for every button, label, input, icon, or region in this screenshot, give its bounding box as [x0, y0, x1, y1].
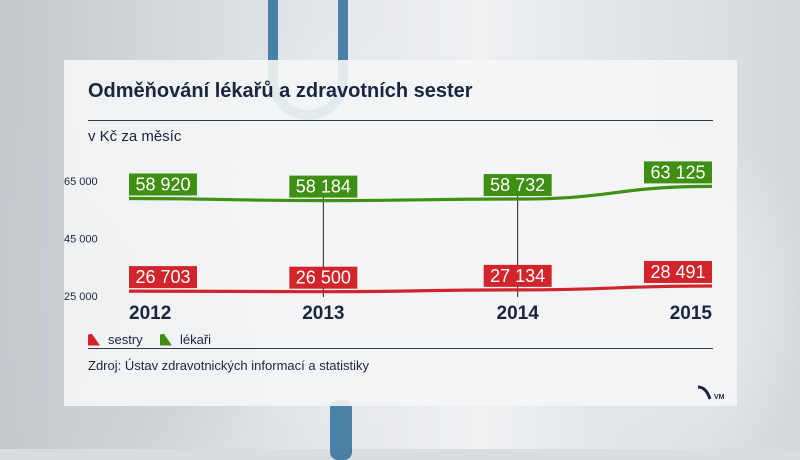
- legend-separator: [88, 348, 713, 349]
- legend-item-sestry: sestry: [88, 332, 143, 347]
- data-label: 26 500: [296, 268, 351, 288]
- x-tick-label: 2015: [670, 303, 713, 324]
- legend-swatch-sestry: [88, 333, 100, 346]
- data-label-box: [129, 173, 197, 196]
- chart-title: Odměňování lékařů a zdravotních sester: [88, 80, 473, 102]
- series-line-sestry: [128, 284, 713, 294]
- data-label: 58 184: [296, 177, 351, 197]
- legend-item-lekari: lékaři: [160, 332, 211, 347]
- source-note: Zdroj: Ústav zdravotnických informací a …: [88, 358, 370, 373]
- data-label: 58 732: [490, 175, 545, 195]
- y-tick-label: 45 000: [64, 234, 98, 246]
- x-tick-label: 2014: [497, 303, 540, 324]
- data-label: 58 920: [135, 174, 190, 194]
- y-tick-label: 65 000: [64, 176, 98, 188]
- data-label-box: [644, 161, 712, 184]
- x-tick-label: 2012: [129, 303, 171, 324]
- y-tick-label: 25 000: [64, 291, 98, 303]
- legend-swatch-lekari: [160, 333, 172, 346]
- data-label: 63 125: [650, 162, 705, 182]
- series-line-lekari: [128, 184, 713, 203]
- chart-subtitle: v Kč za měsíc: [88, 128, 182, 145]
- chart-panel: Odměňování lékařů a zdravotních sester v…: [64, 60, 737, 406]
- data-label-box: [483, 174, 552, 197]
- logo-swoosh: [697, 385, 712, 400]
- stethoscope-tube-lower: [330, 400, 352, 460]
- data-label: 26 703: [135, 267, 190, 287]
- legend-label-sestry: sestry: [108, 332, 143, 347]
- line-chart: 65 000 45 000 25 000 26 703 26 500 27 134 28 4…: [64, 161, 713, 324]
- legend-label-lekari: lékaři: [180, 332, 212, 347]
- x-tick-label: 2013: [302, 303, 344, 324]
- data-label-box: [289, 175, 358, 198]
- data-label-box: [289, 266, 358, 289]
- broadcaster-logo: VM: [697, 385, 725, 401]
- data-label: 28 491: [650, 262, 705, 282]
- title-separator: [88, 120, 713, 121]
- logo-text: VM: [714, 394, 725, 401]
- data-label-box: [129, 266, 197, 289]
- data-label-box: [483, 264, 552, 287]
- data-label: 27 134: [490, 266, 545, 286]
- data-label-box: [644, 260, 712, 283]
